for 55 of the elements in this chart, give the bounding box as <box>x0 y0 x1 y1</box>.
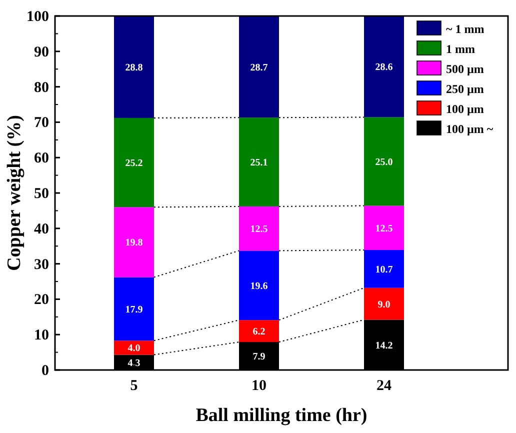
legend-label: 100 µm <box>446 102 484 116</box>
y-tick-label: 80 <box>34 80 49 96</box>
data-label: 7.9 <box>252 352 266 363</box>
data-label: 10.7 <box>375 264 393 276</box>
data-label: 14.2 <box>375 340 393 352</box>
bar <box>114 340 154 355</box>
data-label: 12.5 <box>375 223 393 234</box>
bar <box>239 250 279 320</box>
legend-label: ~ 1 mm <box>446 22 484 36</box>
y-tick-label: 40 <box>34 221 49 238</box>
bar <box>364 16 404 118</box>
y-tick-label: 60 <box>34 150 49 167</box>
y-tick-label: 90 <box>34 44 49 60</box>
data-label: 9.0 <box>378 299 390 310</box>
data-label: 25.0 <box>375 156 393 168</box>
x-tick-label: 24 <box>376 378 392 394</box>
x-axis-title: Ball milling time (hr) <box>196 405 368 426</box>
data-label: 28.8 <box>125 62 143 74</box>
data-label: 4.3 <box>128 358 140 369</box>
data-label: 19.8 <box>125 238 143 249</box>
y-axis-title: Copper weight (%) <box>4 115 25 271</box>
bar <box>114 118 154 208</box>
bar <box>364 206 404 250</box>
data-label: 19.6 <box>250 280 268 292</box>
data-label: 12.5 <box>250 224 268 236</box>
data-label: 28.6 <box>375 62 393 74</box>
bar <box>364 250 404 288</box>
y-tick-label: 20 <box>34 292 49 308</box>
y-tick-label: 30 <box>34 256 49 273</box>
bar <box>364 117 404 206</box>
y-tick-label: 10 <box>34 328 49 344</box>
data-label: 28.7 <box>250 62 268 74</box>
legend-label: 250 µm <box>446 82 484 96</box>
x-tick-label: 5 <box>130 378 138 394</box>
data-label: 17.9 <box>125 304 143 316</box>
data-label: 25.2 <box>125 158 143 170</box>
bar <box>114 207 154 278</box>
x-tick-label: 10 <box>252 378 266 394</box>
legend-label: 500 µm <box>446 62 484 76</box>
y-tick-label: 100 <box>26 9 49 25</box>
bar <box>239 320 279 342</box>
bar <box>239 16 279 118</box>
bar <box>239 118 279 206</box>
data-label: 25.1 <box>250 158 268 169</box>
bar <box>114 16 154 118</box>
bar <box>239 206 279 251</box>
bar <box>364 288 404 320</box>
y-tick-label: 0 <box>42 363 49 379</box>
legend-label: 100 µm ~ <box>446 122 494 136</box>
data-label: 4.0 <box>128 343 140 354</box>
y-tick-label: 50 <box>34 186 49 202</box>
data-label: 6.2 <box>252 326 266 338</box>
y-tick-label: 70 <box>34 115 49 132</box>
legend-label: 1 mm <box>446 42 475 56</box>
bar <box>114 277 154 341</box>
